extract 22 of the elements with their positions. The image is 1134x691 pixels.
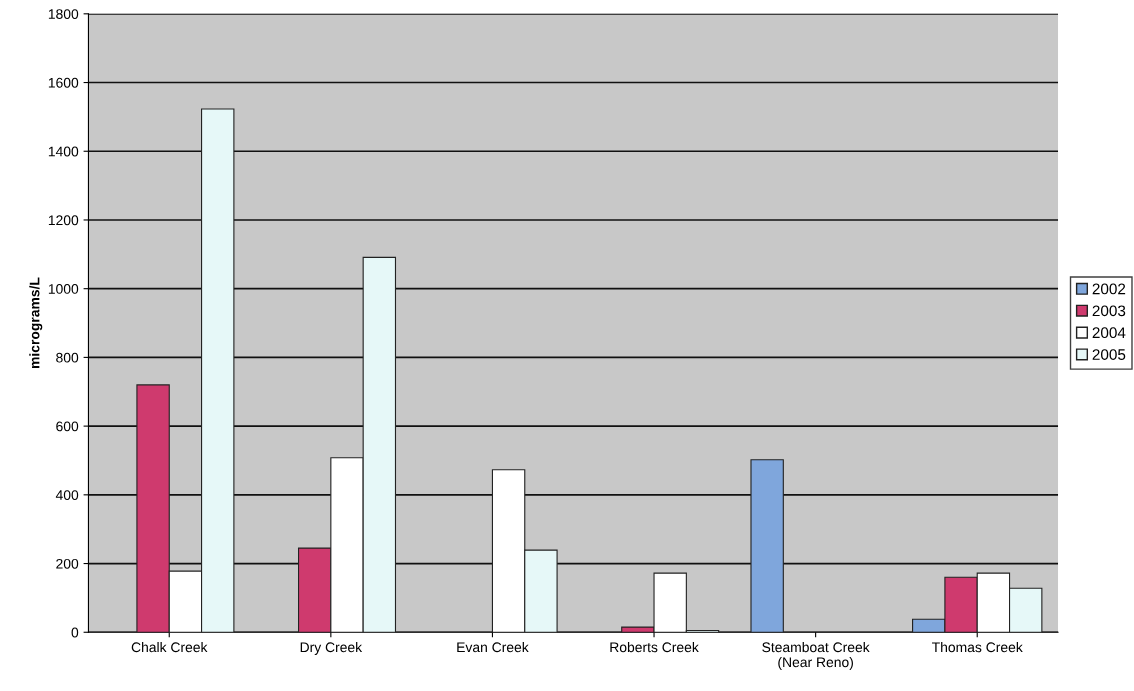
y-tick-label: 1600: [48, 77, 79, 88]
legend-label: 2002: [1092, 283, 1126, 295]
legend-label: 2003: [1092, 305, 1126, 317]
x-tick-label: Steamboat Creek (Near Reno): [762, 641, 870, 670]
y-tick-label: 1200: [48, 215, 79, 226]
y-tick-label: 0: [71, 627, 79, 638]
y-tick-label: 1000: [48, 284, 79, 294]
y-tick-label: 1400: [48, 146, 79, 157]
y-tick-label: 1800: [48, 9, 79, 19]
x-tick-label: Evan Creek: [457, 641, 529, 653]
x-tick-label: Dry Creek: [300, 641, 363, 655]
legend-label: 2005: [1092, 349, 1126, 360]
y-axis-title: micrograms/L: [29, 277, 43, 369]
y-tick-label: 400: [55, 490, 79, 500]
y-tick-label: 800: [56, 352, 79, 363]
x-tick-label: Thomas Creek: [932, 641, 1023, 653]
bar: [750, 459, 784, 633]
y-tick-label: 200: [56, 558, 79, 569]
x-tick-label: Roberts Creek: [610, 641, 699, 653]
x-tick-label: Chalk Creek: [131, 641, 208, 653]
y-tick-label: 600: [56, 421, 79, 432]
legend-label: 2004: [1092, 327, 1126, 339]
